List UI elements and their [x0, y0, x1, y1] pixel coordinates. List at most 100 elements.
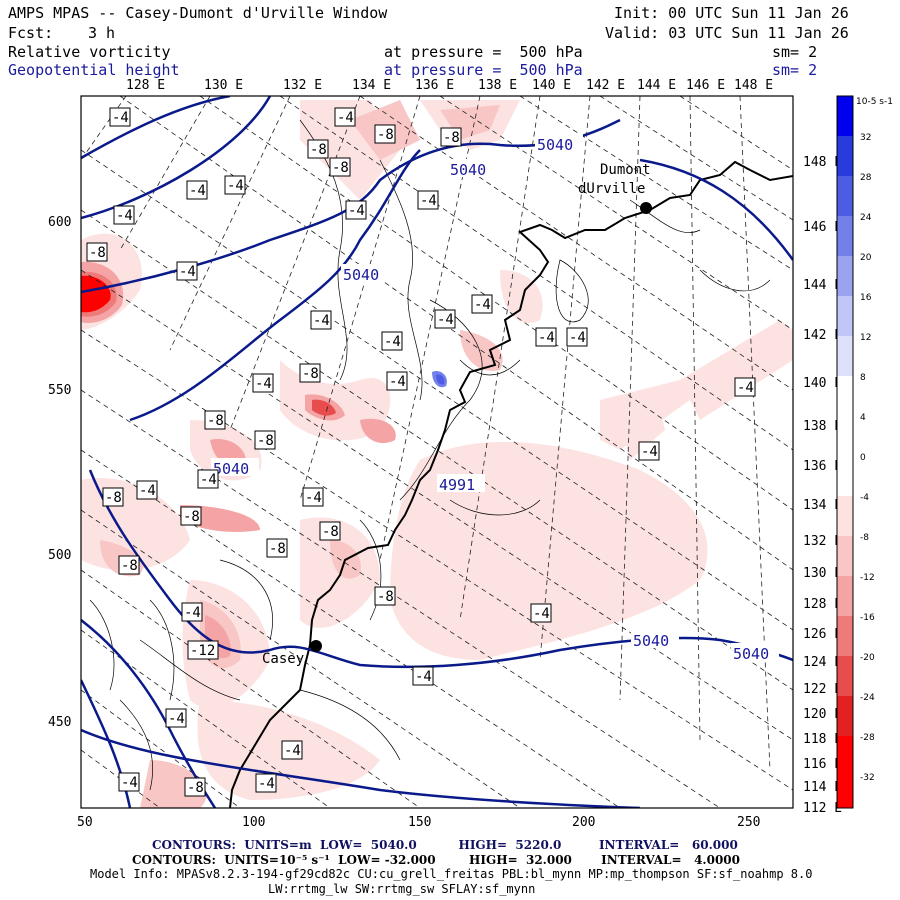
- svg-text:-8: -8: [121, 558, 138, 574]
- vort-label: -8: [102, 487, 124, 507]
- vort-label: -8: [184, 777, 206, 797]
- lon-label-top: 142 E: [586, 78, 625, 93]
- vort-label: -4: [118, 772, 140, 792]
- vort-label: -8: [440, 127, 462, 147]
- svg-text:-4: -4: [121, 775, 138, 791]
- svg-text:142 E: 142 E: [803, 328, 842, 343]
- vort-label: -4: [255, 773, 277, 793]
- coastline: [229, 160, 793, 808]
- svg-text:-4: -4: [139, 483, 156, 499]
- x-tick-label: 100: [242, 815, 265, 830]
- colorbar-tick: 12: [860, 333, 871, 343]
- colorbar-units: 10-5 s-1: [856, 97, 893, 107]
- field1-name: Relative vorticity: [8, 43, 171, 61]
- svg-text:-8: -8: [269, 541, 286, 557]
- svg-text:124 E: 124 E: [803, 655, 842, 670]
- dumont-station-label-line1: Dumont: [600, 162, 651, 178]
- svg-text:132 E: 132 E: [803, 534, 842, 549]
- vort-label: -4: [281, 740, 303, 760]
- vort-label: -8: [299, 363, 321, 383]
- vort-label: -8: [307, 139, 329, 159]
- svg-text:-4: -4: [200, 472, 217, 488]
- vort-label: -4: [109, 107, 131, 127]
- svg-text:-4: -4: [389, 374, 406, 390]
- lon-label-top: 144 E: [637, 78, 676, 93]
- model-info-physics: LW:rrtmg_lw SW:rrtmg_sw SFLAY:sf_mynn: [268, 882, 536, 896]
- vort-label: -4: [434, 309, 456, 329]
- vort-label: -8: [329, 157, 351, 177]
- vort-label: -4: [252, 373, 274, 393]
- colorbar-tick: -32: [860, 773, 875, 783]
- svg-text:-4: -4: [313, 313, 330, 329]
- plot-title: AMPS MPAS -- Casey-Dumont d'Urville Wind…: [8, 4, 388, 22]
- vort-label: -8: [374, 586, 396, 606]
- vort-label: -4: [530, 603, 552, 623]
- vort-label: -4: [471, 294, 493, 314]
- field2-pressure: at pressure = 500 hPa: [384, 61, 583, 79]
- svg-text:-8: -8: [183, 509, 200, 525]
- colorbar-tick: -28: [860, 733, 875, 743]
- colorbar-tick: 8: [860, 373, 866, 383]
- dumont-station-label-line2: dUrville: [578, 181, 645, 197]
- svg-text:148 E: 148 E: [803, 155, 842, 170]
- svg-text:-8: -8: [187, 780, 204, 796]
- svg-text:-4: -4: [305, 490, 322, 506]
- colorbar-tick: 20: [860, 253, 872, 263]
- colorbar-tick: 4: [860, 413, 866, 423]
- svg-text:136 E: 136 E: [803, 459, 842, 474]
- svg-text:-4: -4: [184, 605, 201, 621]
- vort-label: -4: [302, 487, 324, 507]
- dumont-durville-station-marker[interactable]: [640, 202, 652, 214]
- lon-label-top: 132 E: [283, 78, 322, 93]
- lon-label-top: 136 E: [415, 78, 454, 93]
- svg-text:-8: -8: [310, 142, 327, 158]
- vort-label: -8: [374, 124, 396, 144]
- vort-label: -4: [345, 200, 367, 220]
- field1-smoothing: sm= 2: [772, 43, 818, 61]
- vort-label: -4: [412, 666, 434, 686]
- vort-label: -4: [381, 331, 403, 351]
- svg-text:120 E: 120 E: [803, 707, 842, 722]
- svg-text:146 E: 146 E: [803, 220, 842, 235]
- colorbar-tick: -4: [860, 493, 869, 503]
- vort-label: -8: [204, 410, 226, 430]
- colorbar-tick: 24: [860, 213, 872, 223]
- height-label: 5040: [633, 632, 669, 650]
- svg-text:-4: -4: [474, 297, 491, 313]
- svg-text:-8: -8: [377, 127, 394, 143]
- field2-name: Geopotential height: [8, 61, 180, 79]
- vort-label: -8: [180, 506, 202, 526]
- init-time: Init: 00 UTC Sun 11 Jan 26: [614, 4, 849, 22]
- lon-label-top: 130 E: [204, 78, 243, 93]
- lon-label-top: 134 E: [352, 78, 391, 93]
- model-info: Model Info: MPASv8.2.3-194-gf29cd82c CU:…: [90, 867, 813, 881]
- lon-label-top: 128 E: [126, 78, 165, 93]
- svg-text:122 E: 122 E: [803, 682, 842, 697]
- vort-label: -4: [638, 441, 660, 461]
- vort-label: -4: [310, 310, 332, 330]
- stations: Casey Dumont dUrville: [262, 162, 652, 667]
- height-label: 5040: [537, 136, 573, 154]
- casey-station-marker[interactable]: [310, 640, 322, 652]
- svg-text:130 E: 130 E: [803, 566, 842, 581]
- vort-label: -4: [334, 107, 356, 127]
- svg-text:-12: -12: [190, 643, 215, 659]
- field2-smoothing: sm= 2: [772, 61, 818, 79]
- x-tick-label: 50: [77, 815, 93, 830]
- colorbar-tick: 16: [860, 293, 872, 303]
- svg-text:-4: -4: [168, 711, 185, 727]
- svg-text:114 E: 114 E: [803, 780, 842, 795]
- svg-text:-4: -4: [538, 330, 555, 346]
- svg-text:116 E: 116 E: [803, 757, 842, 772]
- vort-label: -4: [176, 261, 198, 281]
- height-labels: 5040 5040 5040 5040 5040 5040 4991: [211, 134, 779, 663]
- svg-text:-4: -4: [415, 669, 432, 685]
- vort-label: -4: [224, 175, 246, 195]
- height-label: 4991: [439, 476, 475, 494]
- y-tick-label: 550: [48, 383, 71, 398]
- y-tick-label: 450: [48, 715, 71, 730]
- vort-label: -4: [113, 205, 135, 225]
- vorticity-shading: [81, 100, 793, 808]
- height-contour-info: CONTOURS: UNITS=m LOW= 5040.0 HIGH= 5220…: [152, 838, 738, 852]
